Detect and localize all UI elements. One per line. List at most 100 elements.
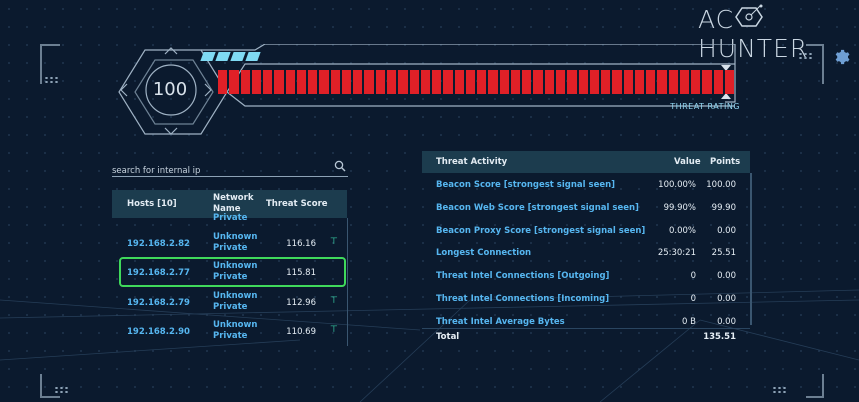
logo-hex-icon (735, 4, 764, 27)
hosts-column-header[interactable]: Hosts [10] (127, 199, 177, 209)
filter-icon[interactable]: ⊤ (330, 237, 338, 247)
threat-rating-segment (218, 70, 228, 94)
threat-rating-segment (330, 70, 340, 94)
threat-rating-segment (623, 70, 633, 94)
threat-rating-segment (443, 70, 453, 94)
total-label: Total (436, 332, 460, 342)
threat-rating-segment (398, 70, 408, 94)
threat-rating-segment (341, 70, 352, 94)
host-network-name: Unknown Private (213, 232, 258, 253)
host-network-name: Unknown Private (213, 320, 258, 341)
host-threat-score: 115.81 (286, 268, 316, 278)
activity-points: 100.00 (706, 180, 736, 190)
threat-rating-segment (229, 70, 239, 94)
activity-name: Threat Intel Connections [Incoming] (436, 294, 610, 304)
threat-rating-segment (578, 70, 588, 94)
host-ip[interactable]: 192.168.2.79 (127, 298, 190, 308)
activity-value: 0.00% (668, 225, 696, 236)
activity-points: 99.90 (711, 202, 736, 213)
threat-activity-row: Threat Intel Average Bytes 0 B 0.00 (422, 313, 750, 331)
host-row[interactable]: 192.168.2.79 Unknown Private 112.96 ⊤ (112, 289, 347, 315)
threat-rating-segment (251, 70, 262, 94)
value-column-header: Value (674, 157, 701, 167)
threat-rating-segment (555, 70, 566, 94)
threat-rating-segment (646, 70, 656, 94)
frame-corner-br-v (822, 374, 824, 398)
host-network-name: Private (213, 213, 248, 223)
host-row[interactable]: 192.168.2.82 Unknown Private 116.16 ⊤ (112, 230, 347, 256)
threat-activity-row: Beacon Proxy Score [strongest signal see… (422, 222, 750, 240)
logo-text-left: AC (698, 5, 735, 34)
frame-dots-bl (54, 386, 68, 394)
threat-rating-segment (263, 70, 273, 94)
activity-value: 0 B (682, 316, 696, 327)
threat-activity-row: Threat Intel Connections [Outgoing] 0 0.00 (422, 267, 750, 285)
threat-activity-row: Threat Intel Connections [Incoming] 0 0.00 (422, 290, 750, 308)
threat-rating-segment (364, 70, 374, 94)
threat-rating-segment (285, 70, 295, 94)
host-ip[interactable]: 192.168.2.82 (127, 239, 190, 249)
threat-rating-segment (274, 70, 284, 94)
activity-name: Threat Intel Connections [Outgoing] (436, 271, 610, 282)
host-row[interactable]: 192.168.2.90 Unknown Private 110.69 ⊤ (112, 318, 347, 344)
threat-rating-segment (240, 70, 250, 94)
threat-rating-segment (296, 70, 307, 94)
threat-rating-segment (724, 70, 735, 94)
host-threat-score: 116.16 (286, 239, 316, 249)
threat-rating-segment (432, 70, 442, 94)
activity-points: 0.00 (717, 225, 736, 236)
threat-rating-segment (375, 70, 385, 94)
threat-rating-segment (567, 70, 577, 94)
threat-rating-segment (488, 70, 498, 94)
total-divider (422, 328, 750, 329)
host-ip[interactable]: 192.168.2.90 (127, 327, 190, 337)
activity-value: 0 (690, 294, 696, 304)
hosts-table-header: Hosts [10] Network Name Threat Score (112, 190, 347, 218)
activity-points: 0.00 (717, 271, 736, 282)
activity-points: 0.00 (717, 316, 736, 327)
activity-points: 0.00 (717, 294, 736, 304)
points-column-header: Points (710, 157, 741, 167)
activity-points: 25.51 (711, 248, 736, 259)
threat-rating-segment (386, 70, 397, 94)
host-network-name: Unknown Private (213, 261, 258, 282)
threat-activity-scrollbar[interactable] (750, 173, 752, 325)
filter-icon[interactable]: ⊤ (330, 325, 338, 335)
threat-rating-segment (409, 70, 419, 94)
ac-hunter-logo: ACHUNTER (698, 4, 859, 63)
frame-corner-tl-h (40, 44, 60, 46)
threat-rating-segment (544, 70, 554, 94)
hosts-scrollbar[interactable] (347, 218, 348, 346)
activity-value: 100.00% (658, 180, 696, 190)
threat-rating-segment (601, 70, 611, 94)
threat-rating-segment (634, 70, 645, 94)
threat-rating-segment (713, 70, 723, 94)
threat-rating-segment (308, 70, 318, 94)
threat-rating-segment (477, 70, 487, 94)
frame-corner-br-h (806, 396, 824, 398)
frame-dots-tr (798, 52, 812, 60)
activity-name: Threat Intel Average Bytes (436, 316, 565, 327)
threat-rating-bar (218, 70, 735, 94)
threat-score-column-header[interactable]: Threat Score (266, 199, 328, 209)
gear-icon[interactable] (832, 48, 850, 70)
threat-rating-segment (691, 70, 701, 94)
threat-rating-segment (612, 70, 622, 94)
threat-activity-header: Threat Activity Value Points (422, 151, 750, 173)
host-row[interactable]: 192.168.2.77 Unknown Private 115.81 (119, 257, 346, 287)
activity-value: 0 (690, 271, 696, 282)
frame-dots-br (772, 386, 786, 394)
threat-activity-column-header: Threat Activity (436, 157, 508, 167)
search-icon[interactable] (334, 160, 346, 172)
host-ip[interactable]: 192.168.2.77 (127, 268, 190, 278)
threat-rating-segment (454, 70, 464, 94)
threat-rating-segment (589, 70, 600, 94)
threat-rating-segment (702, 70, 712, 94)
frame-corner-bl-v (40, 374, 42, 398)
activity-name: Beacon Web Score [strongest signal seen] (436, 202, 639, 213)
logo-text-right: HUNTER (698, 34, 809, 63)
search-input[interactable] (112, 166, 322, 176)
network-column-header[interactable]: Network Name (213, 193, 254, 214)
filter-icon[interactable]: ⊤ (330, 296, 338, 306)
host-threat-score: 112.96 (286, 298, 316, 308)
